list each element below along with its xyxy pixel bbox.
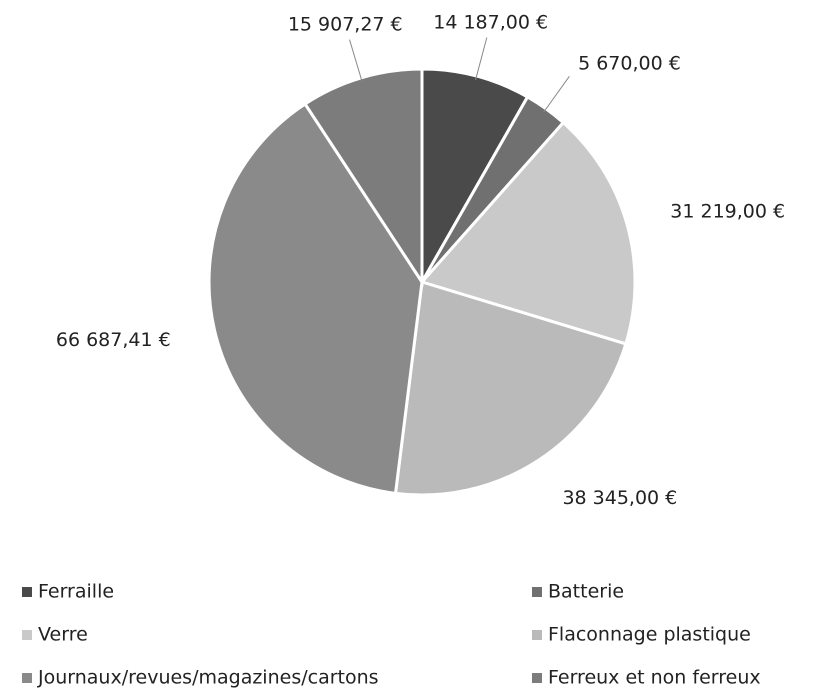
leader-line xyxy=(543,76,570,113)
legend-swatch xyxy=(22,630,32,640)
pie-slice xyxy=(393,280,628,497)
legend-swatch xyxy=(532,587,542,597)
data-label: 14 187,00 € xyxy=(433,11,548,33)
leader-line xyxy=(349,39,363,82)
legend-swatch xyxy=(22,673,32,683)
data-label: 5 670,00 € xyxy=(578,53,681,75)
legend-label: Ferreux et non ferreux xyxy=(548,667,761,689)
legend-label: Ferraille xyxy=(38,581,114,603)
legend-label: Journaux/revues/magazines/cartons xyxy=(37,667,379,689)
pie-slice xyxy=(419,120,637,346)
data-label: 66 687,41 € xyxy=(56,329,171,351)
legend-label: Verre xyxy=(38,624,88,646)
data-label: 38 345,00 € xyxy=(562,487,677,509)
data-label: 15 907,27 € xyxy=(288,14,403,36)
legend-label: Flaconnage plastique xyxy=(548,624,751,646)
data-label: 31 219,00 € xyxy=(670,200,785,222)
legend-swatch xyxy=(532,673,542,683)
legend-label: Batterie xyxy=(548,581,624,603)
leader-line xyxy=(475,37,488,81)
legend-swatch xyxy=(22,587,32,597)
legend-swatch xyxy=(532,630,542,640)
